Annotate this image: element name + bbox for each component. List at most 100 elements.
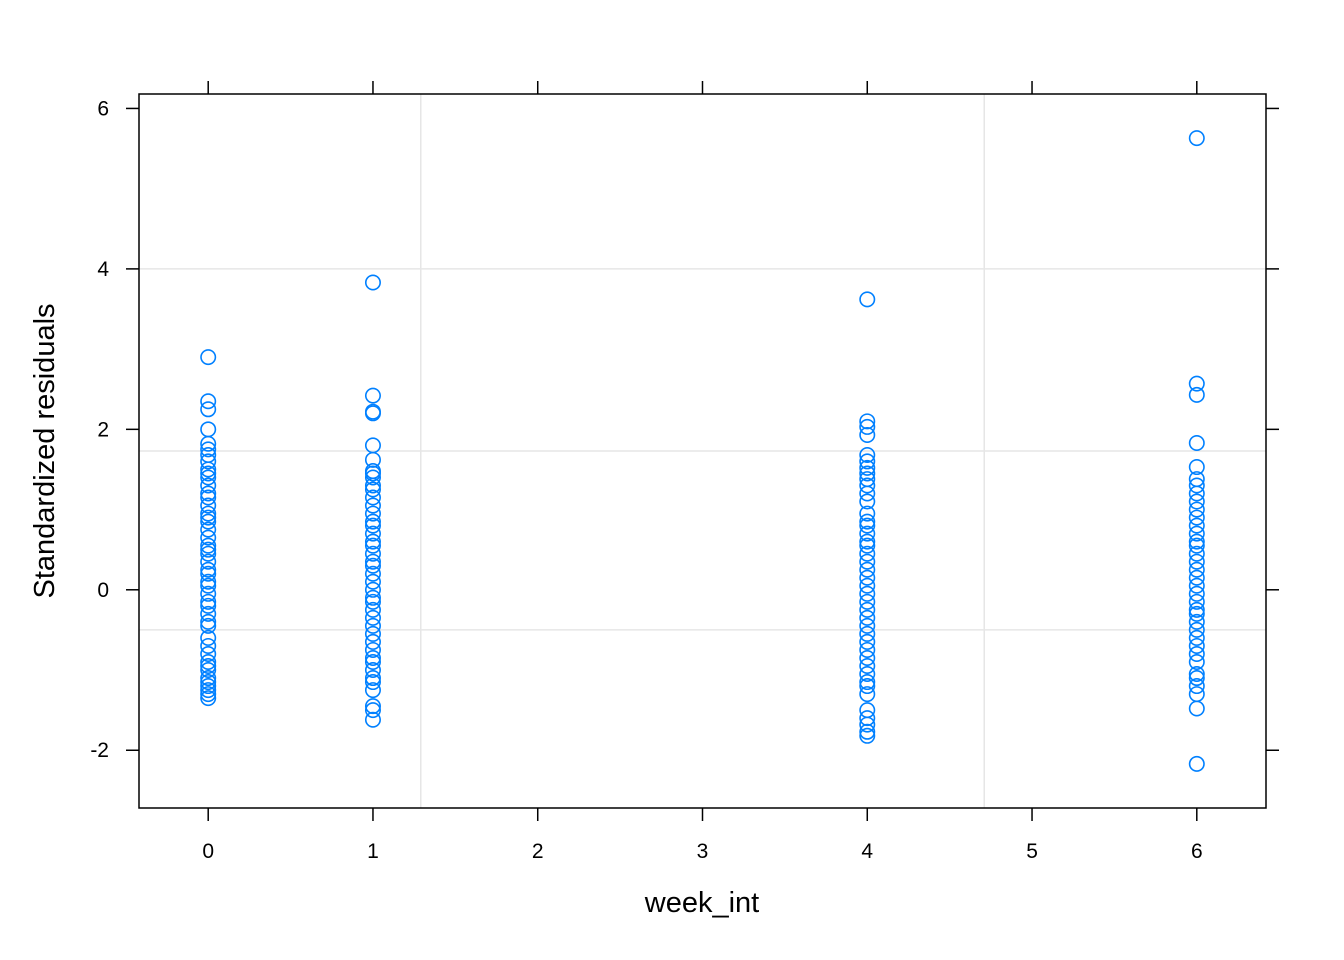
tick-labels: 0 1 2 3 4 5 6 -2 0 2 4 6 — [90, 97, 1202, 863]
data-point — [364, 589, 381, 606]
data-point — [1188, 613, 1205, 630]
data-point — [859, 641, 876, 658]
data-point — [200, 393, 217, 410]
data-point — [859, 617, 876, 634]
data-point — [859, 601, 876, 618]
data-point — [1188, 501, 1205, 518]
data-point — [364, 545, 381, 562]
data-point — [200, 653, 217, 670]
data-point — [1188, 686, 1205, 703]
data-point — [364, 517, 381, 534]
data-point — [859, 553, 876, 570]
data-point — [1188, 493, 1205, 510]
data-point — [364, 674, 381, 691]
data-point — [200, 441, 217, 458]
data-point — [1188, 666, 1205, 683]
data-point — [1188, 593, 1205, 610]
data-point — [200, 585, 217, 602]
data-point — [1188, 678, 1205, 695]
data-point — [364, 557, 381, 574]
data-point — [200, 686, 217, 703]
data-point — [364, 670, 381, 687]
data-point — [200, 401, 217, 418]
data-point — [200, 597, 217, 614]
data-point — [1188, 545, 1205, 562]
data-point — [200, 505, 217, 522]
data-point — [364, 625, 381, 642]
data-point — [859, 505, 876, 522]
data-point — [859, 453, 876, 470]
data-point — [1188, 130, 1205, 147]
data-point — [200, 513, 217, 530]
data-point — [200, 645, 217, 662]
data-point — [1188, 569, 1205, 586]
data-point — [200, 537, 217, 554]
data-point — [1188, 533, 1205, 550]
data-point — [859, 517, 876, 534]
data-point — [364, 641, 381, 658]
data-point — [200, 573, 217, 590]
data-point — [364, 702, 381, 719]
data-point — [1188, 653, 1205, 670]
data-point — [200, 545, 217, 562]
data-point — [364, 533, 381, 550]
data-point — [859, 727, 876, 744]
data-point — [859, 577, 876, 594]
data-point — [859, 525, 876, 542]
data-point — [1188, 700, 1205, 717]
data-point — [200, 690, 217, 707]
data-point — [200, 477, 217, 494]
x-tick-label: 4 — [861, 840, 873, 863]
data-point — [1188, 645, 1205, 662]
data-point — [1188, 537, 1205, 554]
data-point — [859, 569, 876, 586]
data-point — [1188, 561, 1205, 578]
data-point — [364, 469, 381, 486]
data-point — [859, 485, 876, 502]
data-point — [200, 678, 217, 695]
data-point — [859, 426, 876, 443]
data-point — [859, 513, 876, 530]
data-point — [364, 617, 381, 634]
data-point — [200, 509, 217, 526]
data-point — [200, 617, 217, 634]
x-tick-label: 1 — [367, 840, 379, 863]
data-point — [1188, 434, 1205, 451]
data-point — [364, 633, 381, 650]
data-point — [859, 716, 876, 733]
data-point — [364, 489, 381, 506]
y-tick-label: -2 — [90, 739, 109, 762]
data-point — [859, 625, 876, 642]
data-point — [1188, 477, 1205, 494]
y-tick-label: 0 — [97, 579, 109, 602]
data-point — [200, 670, 217, 687]
data-point — [859, 678, 876, 695]
data-point — [1188, 525, 1205, 542]
y-tick-label: 6 — [97, 97, 109, 120]
data-point — [200, 529, 217, 546]
data-point — [200, 489, 217, 506]
x-tick-label: 5 — [1026, 840, 1038, 863]
data-point — [200, 682, 217, 699]
data-point — [200, 461, 217, 478]
data-point — [364, 481, 381, 498]
y-tick-label: 4 — [97, 258, 109, 281]
data-point — [1188, 386, 1205, 403]
data-point — [1188, 670, 1205, 687]
data-point — [364, 477, 381, 494]
x-axis-title: week_int — [644, 887, 759, 919]
data-point — [200, 613, 217, 630]
data-point — [200, 605, 217, 622]
data-point — [859, 447, 876, 464]
data-point — [364, 662, 381, 679]
data-point — [364, 537, 381, 554]
data-point — [1188, 629, 1205, 646]
data-point — [364, 573, 381, 590]
data-point — [200, 637, 217, 654]
data-point — [859, 633, 876, 650]
data-point — [200, 469, 217, 486]
data-point — [364, 513, 381, 530]
data-point — [859, 723, 876, 740]
data-point — [859, 418, 876, 435]
